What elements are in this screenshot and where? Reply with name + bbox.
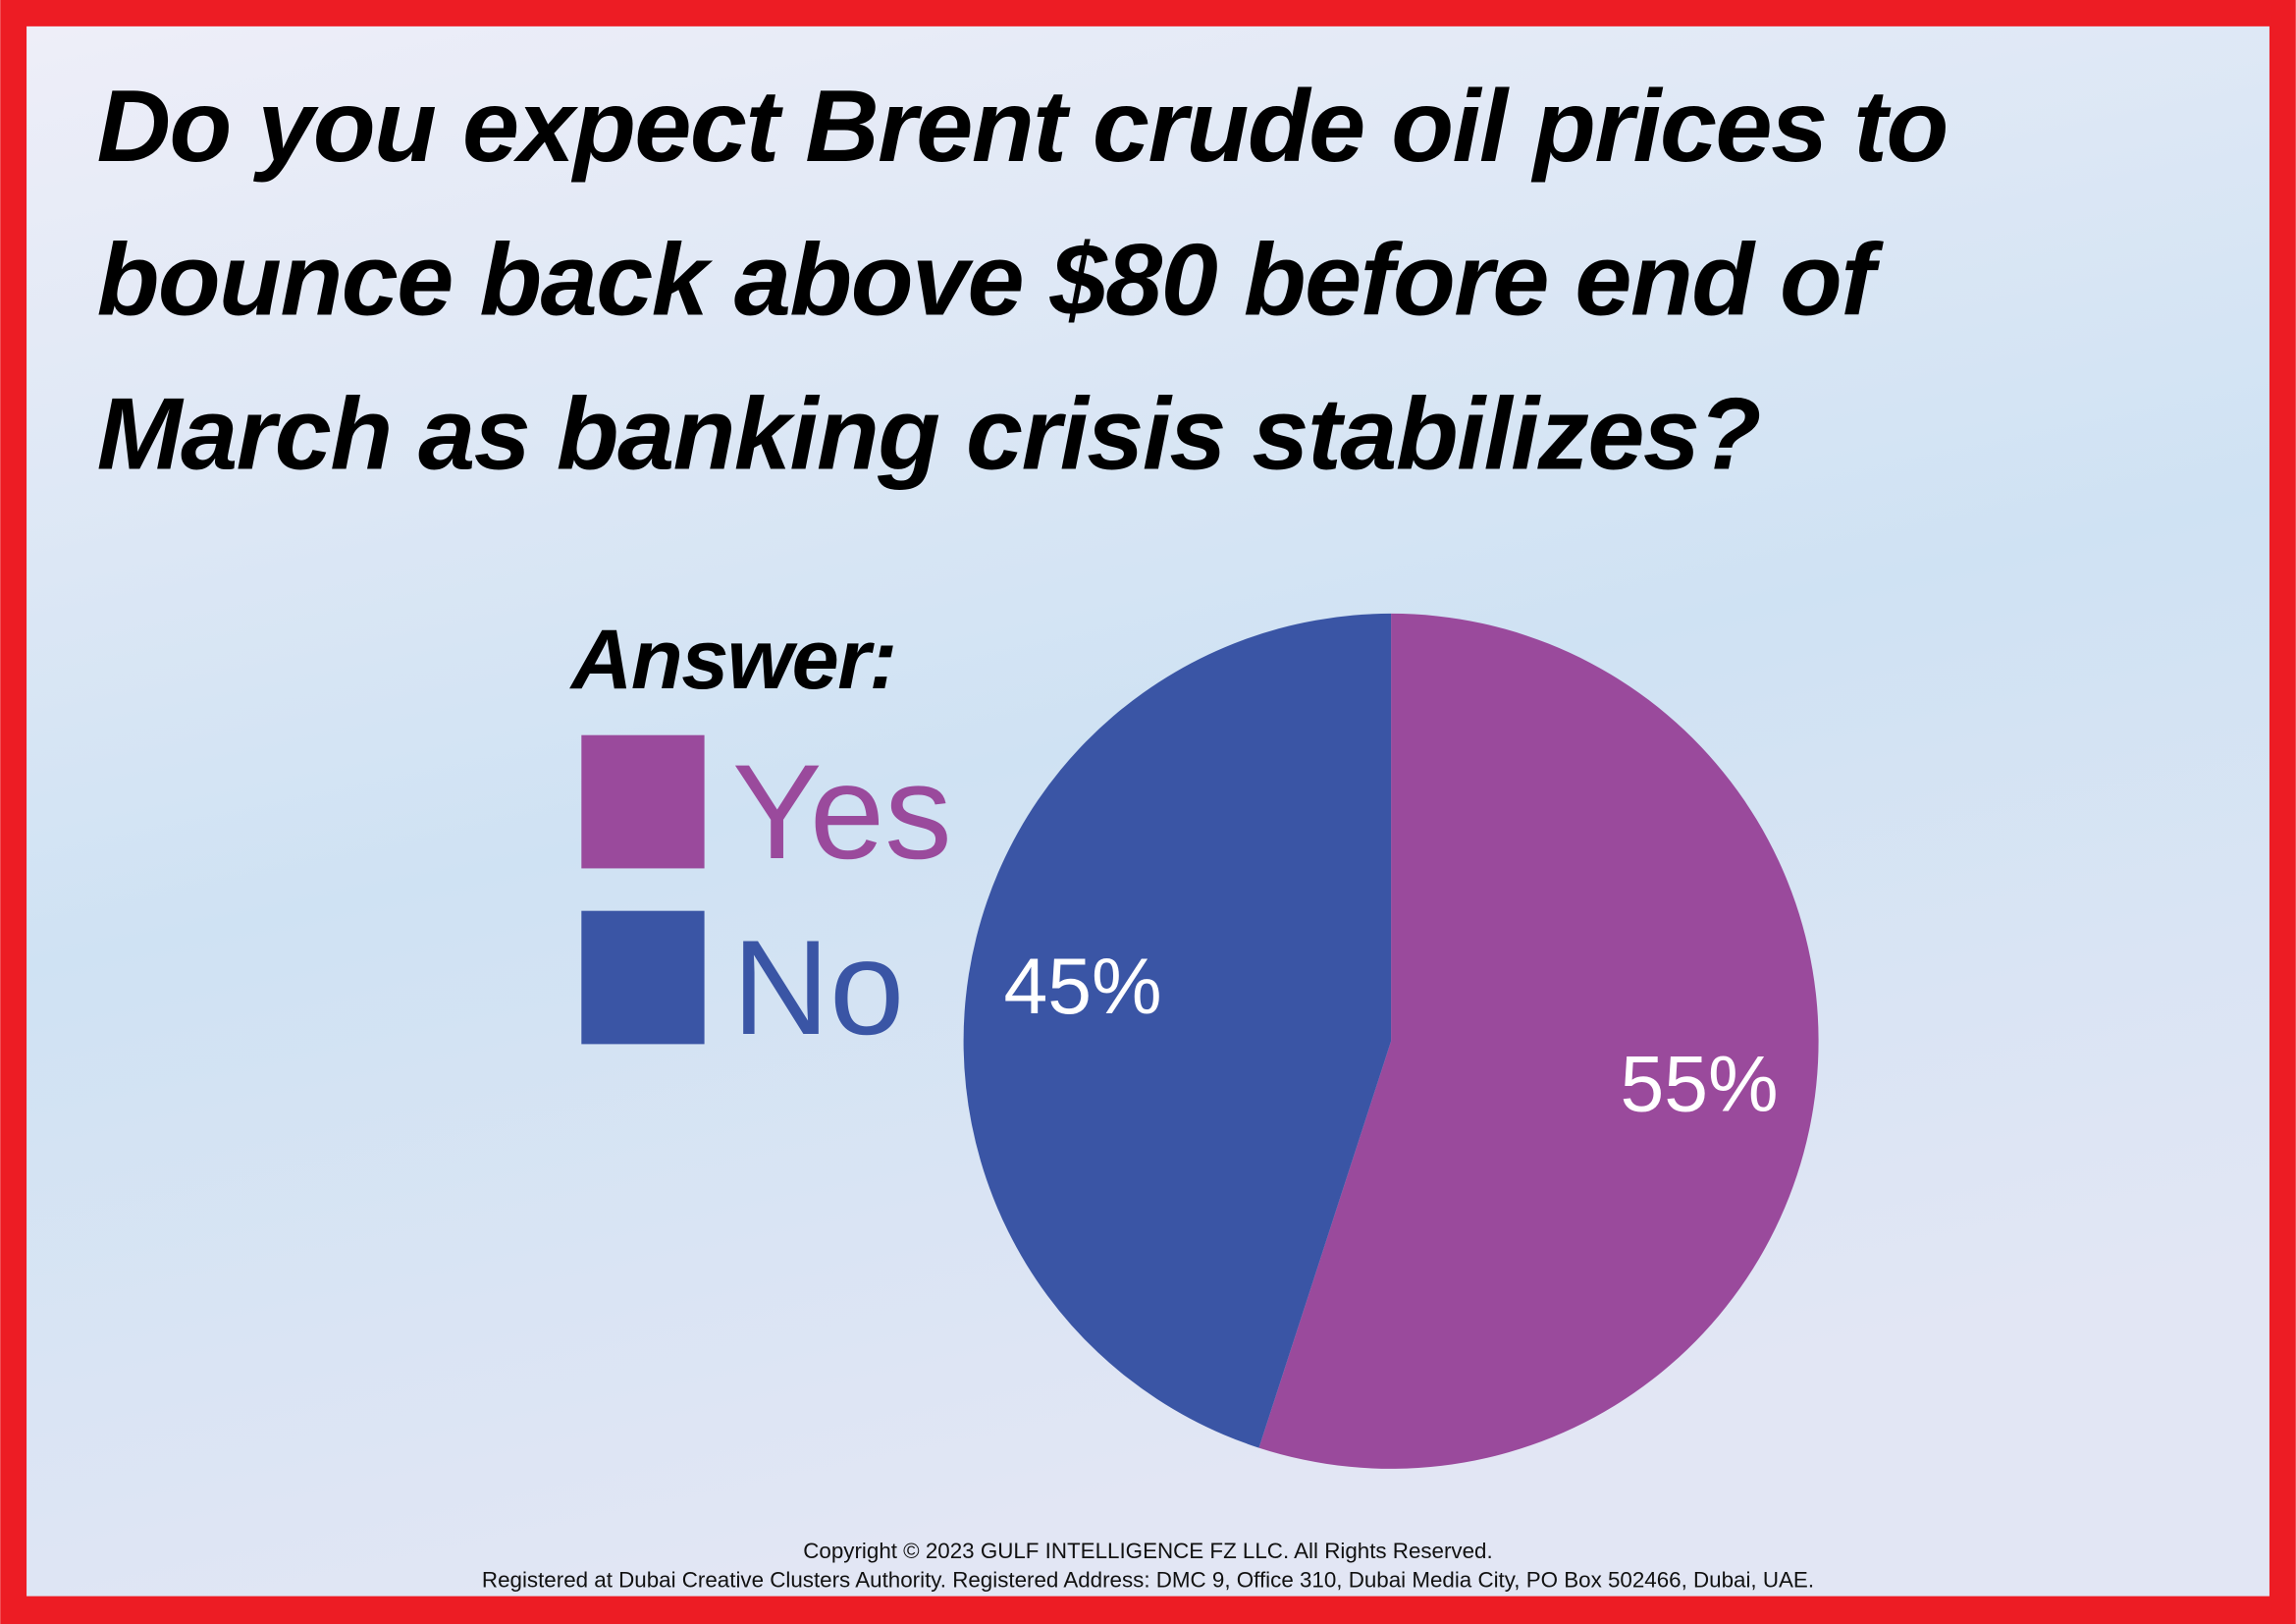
- footer: Registered at Dubai Creative Clusters Au…: [482, 1568, 1814, 1593]
- slice-label: 55%: [1620, 1040, 1778, 1128]
- chart-title: bounce back above $80 before end of: [97, 223, 1885, 338]
- chart-title: March as banking crisis stabilizes?: [97, 376, 1760, 491]
- legend-swatch: [581, 734, 705, 869]
- legend-title: Answer:: [569, 613, 896, 707]
- pie-slice: [963, 613, 1392, 1448]
- footer: Copyright © 2023 GULF INTELLIGENCE FZ LL…: [803, 1539, 1492, 1563]
- chart-title: Do you expect Brent crude oil prices to: [97, 69, 1948, 184]
- legend-label: No: [732, 913, 904, 1063]
- legend-swatch: [581, 910, 705, 1045]
- slice-label: 45%: [1003, 943, 1161, 1031]
- legend-label: Yes: [732, 737, 952, 888]
- pie-slice: [1258, 613, 1819, 1469]
